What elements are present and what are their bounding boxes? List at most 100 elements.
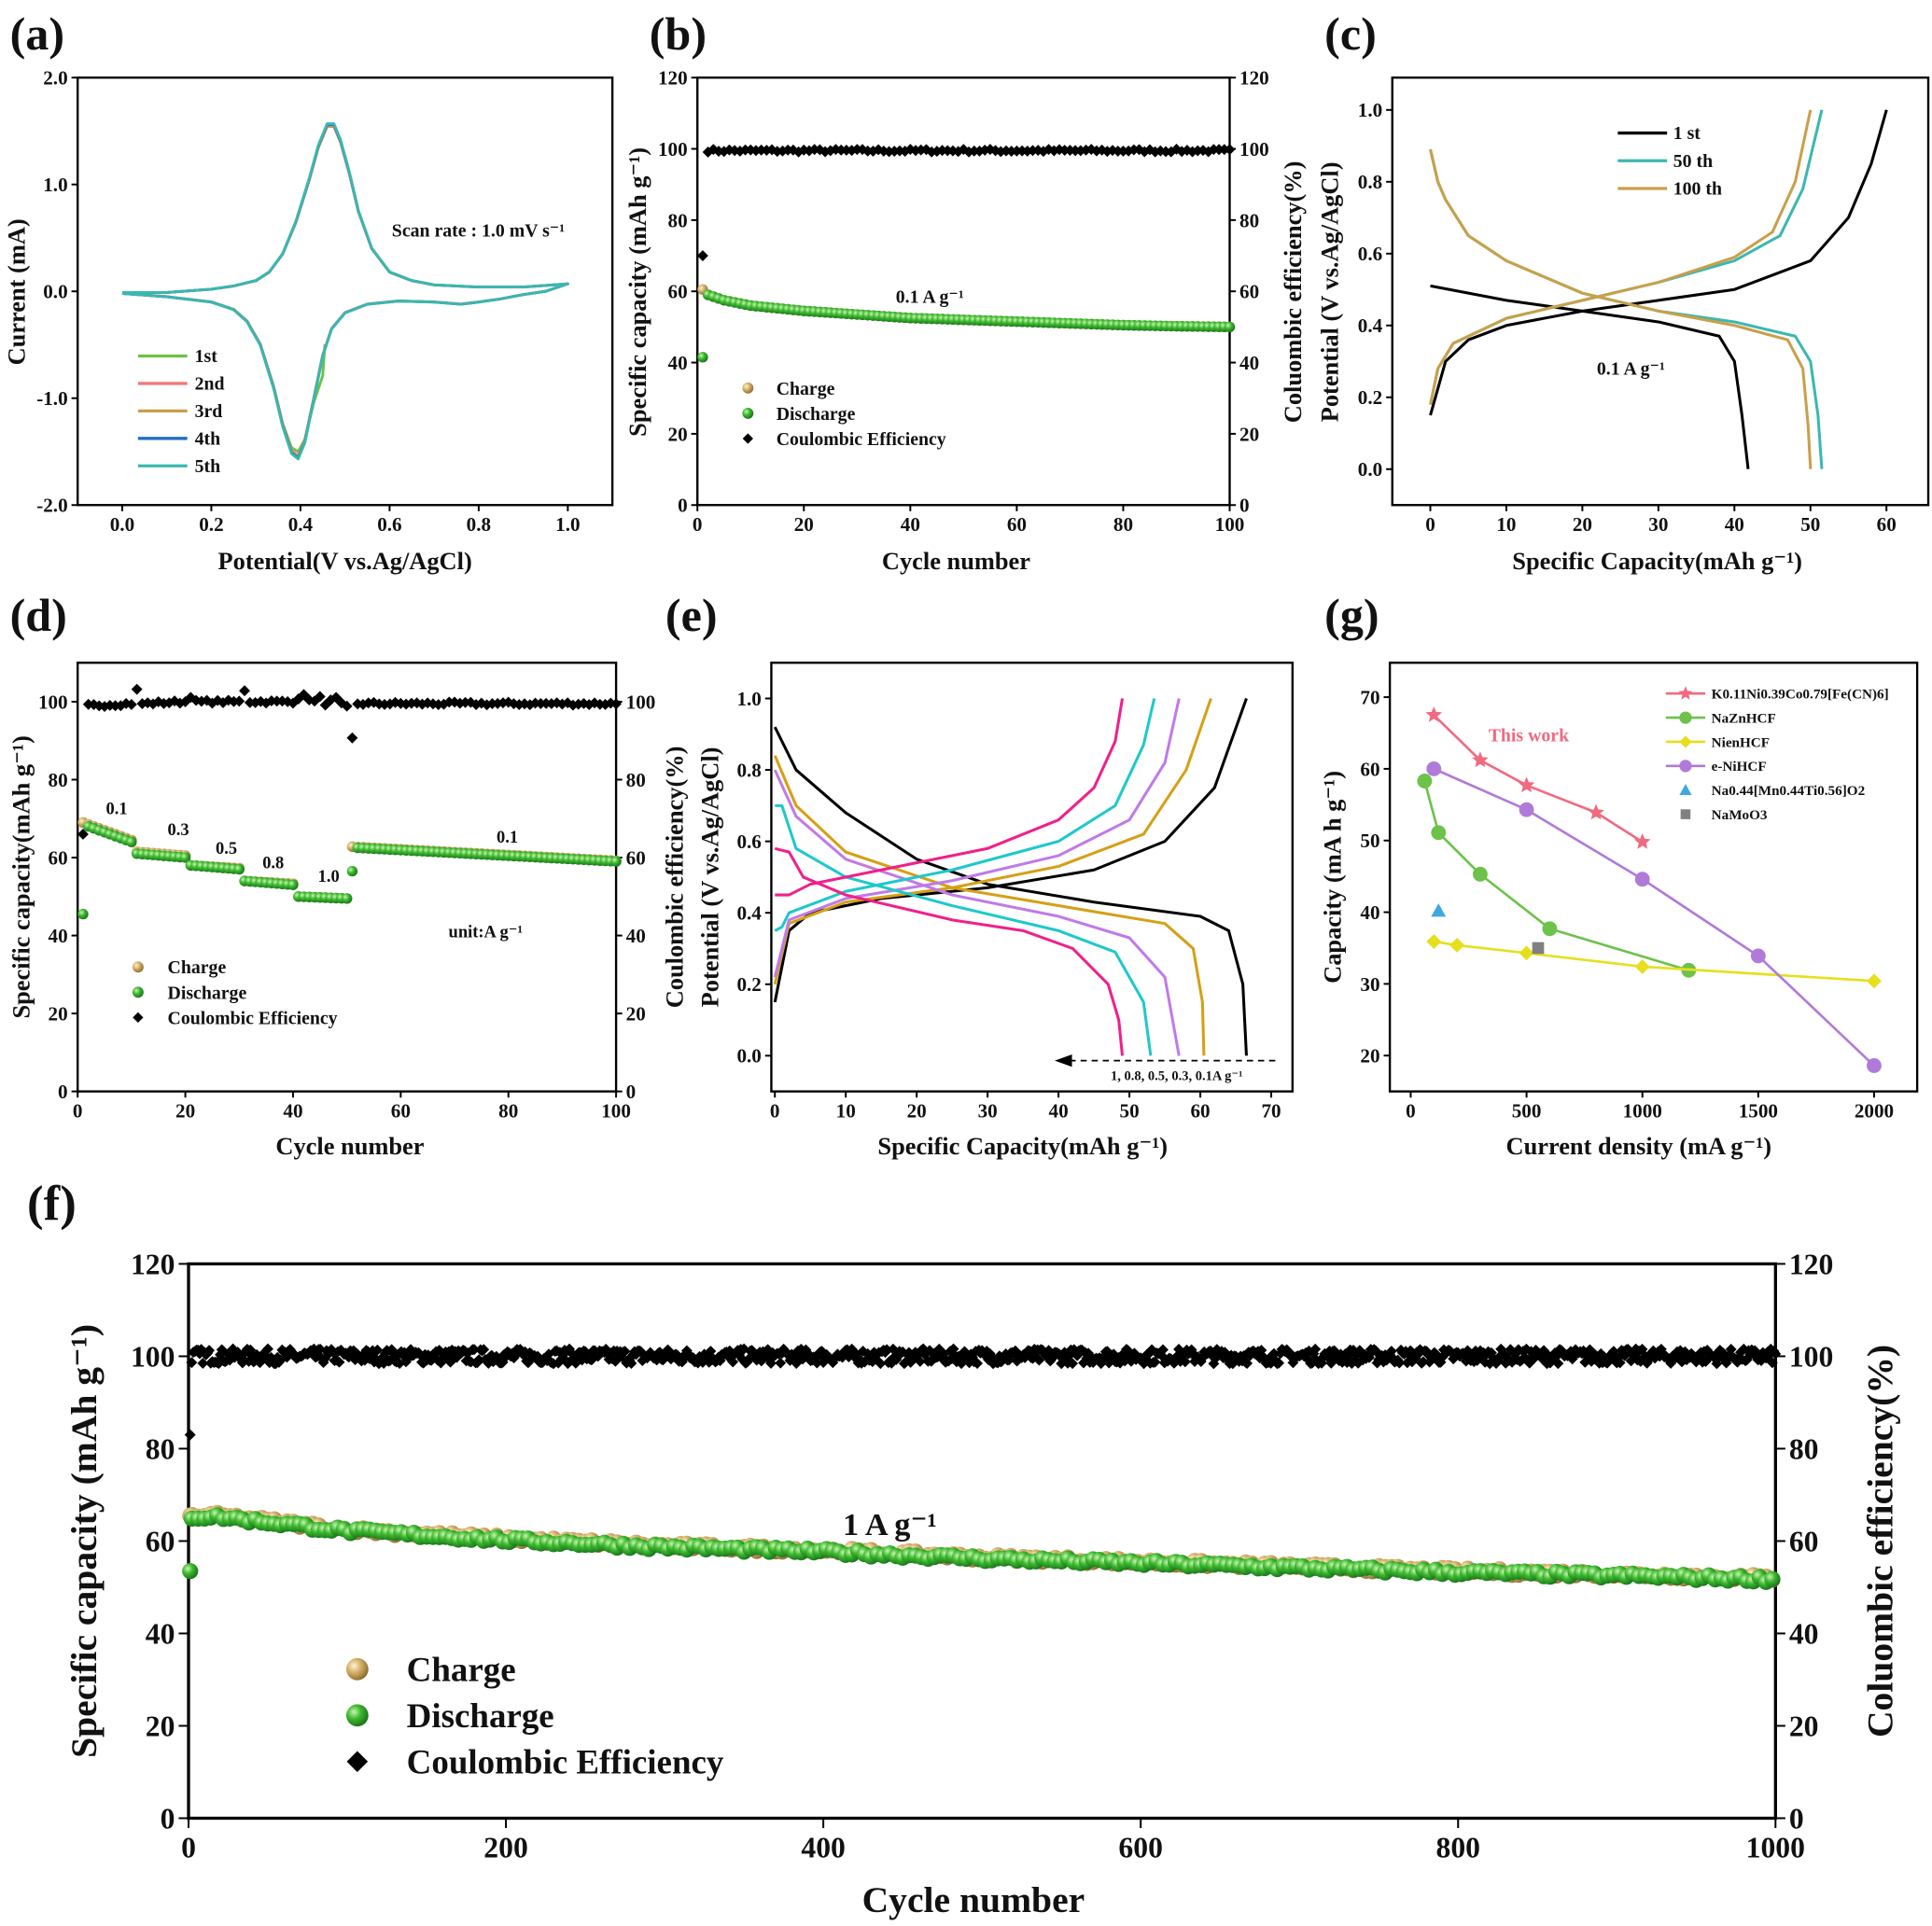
x-tick-label: 0 [1425,513,1435,536]
ce-point [341,700,353,712]
x-axis-label: Current density (mA g⁻¹) [1506,1132,1772,1160]
y2-tick-label: 20 [1789,1710,1819,1743]
y-tick-label: 0.4 [736,902,762,925]
x-tick-label: 2000 [1855,1099,1894,1122]
ce-point [1393,1357,1406,1369]
x-tick-label: 70 [1261,1099,1281,1122]
panel-label: (b) [650,7,707,60]
annotation: 0.1 [106,800,128,818]
discharge-point [1764,1570,1781,1587]
legend-marker [346,1751,369,1773]
y2-tick-label: 80 [1239,209,1259,231]
legend-label: 1st [195,346,218,367]
annotation: 0.1 [497,828,518,846]
legend-label: 4th [195,428,221,449]
annotation: Scan rate : 1.0 mV s⁻¹ [392,220,565,241]
annotation: 1 A g⁻¹ [843,1507,937,1542]
x-tick-label: 30 [1648,513,1668,536]
discharge-curve [773,726,1248,1056]
charge-curve [775,698,1125,897]
series-line [1434,940,1875,983]
y2-tick-label: 100 [1789,1341,1834,1374]
y-tick-label: 1.0 [736,688,761,710]
y-tick-label: 40 [146,1618,175,1651]
data-point [1518,776,1535,793]
x-axis-label: Specific Capacity(mAh g⁻¹) [877,1132,1168,1160]
discharge-point [233,863,245,875]
x-tick-label: 20 [794,513,814,536]
y2-axis-label: Coulombic efficiency(%) [660,747,688,1009]
x-tick-label: 800 [1435,1832,1480,1864]
discharge-curve [773,769,1181,1056]
y-tick-label: 80 [49,769,68,791]
y-tick-label: 20 [49,1002,68,1025]
data-point [1542,921,1558,937]
ce-point [811,1357,823,1369]
y-axis-label: Specific capacity (mAh g⁻¹) [623,147,651,437]
ce-point [346,732,358,744]
legend-marker [742,407,754,419]
legend-label: 5th [195,456,221,477]
legend-label: NaZnHCF [1712,710,1776,726]
y2-tick-label: 80 [1789,1433,1819,1466]
ce-point [469,1344,481,1356]
ce-point [972,1358,984,1369]
data-point [1431,825,1447,841]
annotation: This work [1489,726,1569,747]
ce-point [914,1355,926,1367]
data-point [1426,934,1442,949]
data-point [1750,948,1766,964]
discharge-point [341,893,353,904]
y2-tick-label: 20 [626,1002,646,1025]
panel-label: (d) [10,589,67,641]
x-tick-label: 40 [283,1099,302,1122]
legend-marker [1679,784,1692,796]
y-tick-label: 80 [146,1433,175,1466]
legend-label: 2nd [195,374,225,395]
legend-label: Coulombic Efficiency [777,429,946,450]
ce-point [599,699,611,710]
y-tick-label: 0.6 [736,830,761,853]
x-tick-label: 0.2 [199,513,223,536]
panel-label: (c) [1324,7,1377,60]
y2-tick-label: 20 [1239,423,1259,445]
y-tick-label: 20 [146,1710,175,1743]
panel-d: (d)0 20 40 60 80 100020406080100020406080100C… [7,589,689,1160]
x-tick-label: 60 [1191,1099,1211,1122]
y2-tick-label: 40 [1789,1618,1819,1651]
ce-point [1149,1356,1161,1368]
y-tick-label: 0.0 [736,1045,761,1068]
x-tick-label: 1000 [1623,1099,1662,1122]
x-tick-label: 100 [1215,513,1245,536]
discharge-point [77,908,89,920]
ce-point [560,1346,572,1358]
x-tick-label: 40 [1725,513,1744,536]
arrow-head-icon [1055,1054,1072,1068]
discharge-point [179,852,191,863]
ce-point [578,697,590,709]
ce-point [314,691,326,703]
y-axis-label: Potential (V vs.Ag/AgCl) [696,747,724,1008]
ce-point [1241,1358,1253,1369]
y2-tick-label: 60 [1789,1526,1819,1558]
plot-frame [1388,662,1919,1093]
legend-label: 100 th [1673,179,1722,200]
discharge-curve [775,803,1153,1056]
legend-label: Coulombic Efficiency [168,1008,338,1028]
ce-point [281,1351,293,1363]
y-tick-label: 120 [131,1249,175,1281]
y2-tick-label: 60 [626,846,646,869]
ce-point [239,685,250,697]
y-tick-label: 20 [668,423,688,445]
x-tick-label: 200 [483,1832,528,1864]
y-tick-label: 20 [1360,1045,1379,1068]
legend-label: Discharge [777,404,856,425]
charge-curve [774,698,1156,932]
panel-a: (a) 0.0 0.2 0.4 0.6 0.8 1.0 -2.0 -1.0 0.0 1.0 2.0 Po… [2,7,614,575]
legend-marker [1678,686,1693,700]
legend-label: Discharge [168,983,247,1003]
annotation: 0.3 [168,820,189,839]
plot-frame [1391,76,1930,507]
legend-marker [133,1012,144,1024]
